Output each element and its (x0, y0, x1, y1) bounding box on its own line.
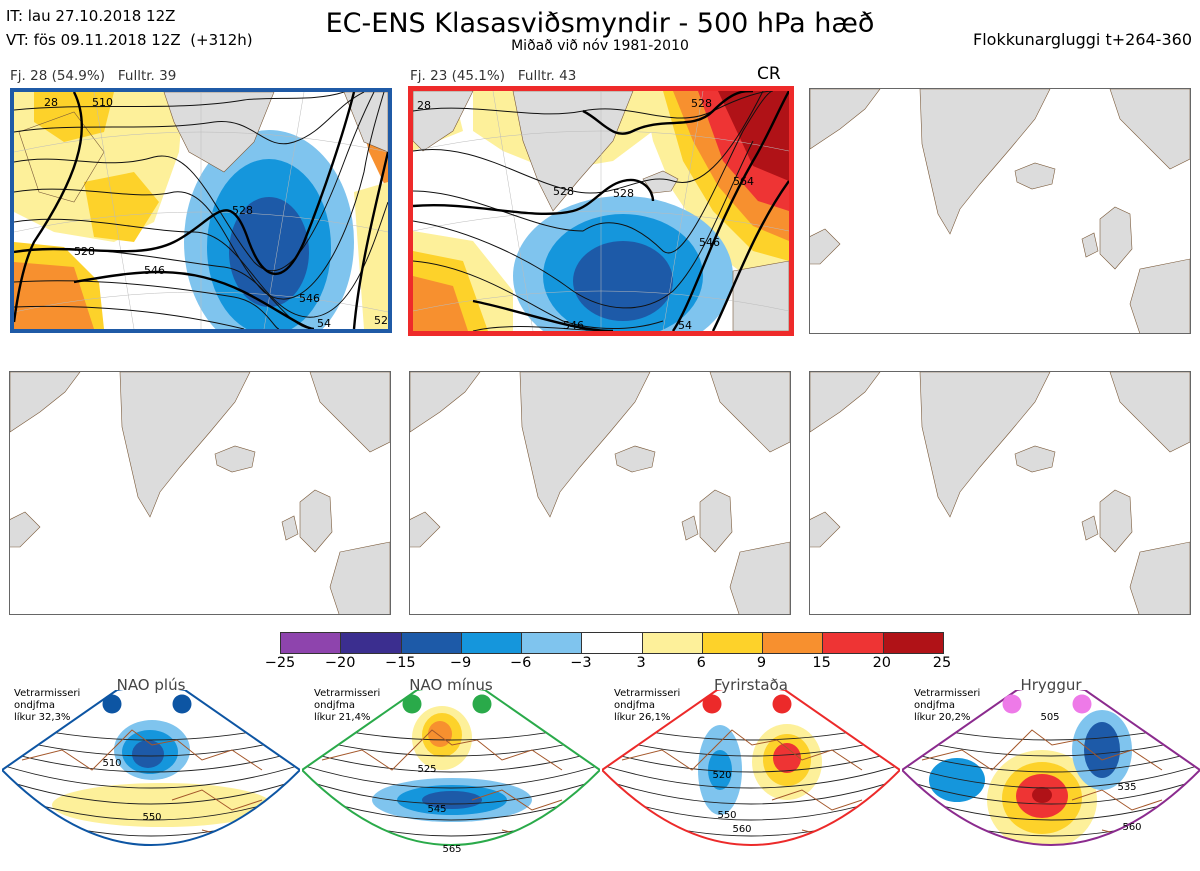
regime-center-dot (472, 694, 492, 714)
colorbar-swatch-6 (582, 633, 643, 653)
colorbar-tick-label: −9 (449, 655, 472, 671)
colorbar-swatch-7 (642, 633, 703, 653)
cluster-2-regime-tag: CR (757, 64, 781, 84)
c2-label-7: 546 (563, 319, 584, 331)
empty-map-panel-4 (9, 371, 391, 615)
regime-probability-note: Vetrarmisseri ondjfma líkur 32,3% (14, 688, 81, 723)
regime-title: Hryggur (1020, 676, 1082, 694)
empty-map-panel-5 (409, 371, 791, 615)
regime-center-dot (702, 694, 722, 714)
colorbar-tick-label: 6 (696, 655, 706, 671)
colorbar-tick-label: 20 (872, 655, 892, 671)
regime-probability-note: Vetrarmisseri ondjfma líkur 20,2% (914, 688, 981, 723)
regime-title: Fyrirstaða (714, 676, 788, 694)
regime-contour-label: 535 (1117, 782, 1136, 793)
colorbar-tick-label: 3 (636, 655, 646, 671)
regime-contour-label: 520 (712, 770, 731, 781)
regime-diagram: 525 545 565 (302, 690, 600, 855)
cluster-1-caption: Fj. 28 (54.9%) Fulltr. 39 (10, 68, 177, 84)
regime-contour-label: 505 (1040, 712, 1059, 723)
regime-contour-label: 550 (717, 810, 736, 821)
c1-label-5: 546 (299, 292, 320, 305)
c1-label-3: 528 (74, 245, 95, 258)
cluster-1-map: 510 528 528 546 546 54 52 28 (10, 88, 392, 333)
regime-contour-label: 550 (142, 812, 161, 823)
regime-diagram: 510 550 (2, 690, 300, 846)
colorbar-swatch-3 (401, 633, 462, 653)
c1-label-2: 528 (232, 204, 253, 217)
page-subtitle: Miðað við nóv 1981-2010 (511, 38, 689, 54)
c2-label-2: 528 (553, 185, 574, 198)
c2-label-1: 28 (417, 99, 431, 112)
colorbar-swatch-11 (883, 633, 943, 653)
c1-label-8: 28 (44, 96, 58, 109)
colorbar (280, 632, 944, 654)
c2-label-6: 546 (699, 236, 720, 249)
regime-contour-label: 560 (732, 824, 751, 835)
empty-map-panel-6 (809, 371, 1191, 615)
regime-title: NAO mínus (409, 676, 493, 694)
colorbar-tick-label: 25 (932, 655, 952, 671)
header-times: IT: lau 27.10.2018 12Z VT: fös 09.11.2018… (6, 4, 253, 52)
colorbar-tick-label: 9 (756, 655, 767, 671)
c1-label-6: 54 (317, 317, 331, 329)
c2-label-5: 564 (733, 175, 754, 188)
c2-label-4: 528 (691, 97, 712, 110)
c1-label-4: 546 (144, 264, 165, 277)
colorbar-swatch-5 (522, 633, 583, 653)
regime-contour-label: 545 (427, 804, 446, 815)
cluster-2-caption: Fj. 23 (45.1%) Fulltr. 43 (410, 68, 577, 84)
regime-center-dot (402, 694, 422, 714)
empty-map-panel-3 (809, 88, 1191, 334)
colorbar-swatch-10 (823, 633, 884, 653)
colorbar-swatch-2 (341, 633, 402, 653)
regime-center-dot (102, 694, 122, 714)
colorbar-swatch-8 (702, 633, 764, 653)
valid-time: VT: fös 09.11.2018 12Z (+312h) (6, 31, 253, 49)
c2-label-3: 528 (613, 187, 634, 200)
regime-center-dot (1002, 694, 1022, 714)
regime-contour-label: 510 (102, 758, 121, 769)
c1-label-1: 510 (92, 96, 113, 109)
colorbar-swatch-1 (281, 633, 342, 653)
colorbar-tick-label: −15 (385, 655, 416, 671)
init-time: IT: lau 27.10.2018 12Z (6, 7, 176, 25)
regime-contour-label: 565 (442, 844, 461, 855)
regime-center-dot (1072, 694, 1092, 714)
regime-probability-note: Vetrarmisseri ondjfma líkur 26,1% (614, 688, 681, 723)
c2-label-8: 54 (678, 319, 692, 331)
regime-center-dot (172, 694, 192, 714)
colorbar-tick-label: −20 (324, 655, 356, 671)
colorbar-swatch-9 (763, 633, 824, 653)
regime-probability-note: Vetrarmisseri ondjfma líkur 21,4% (314, 688, 381, 723)
regime-diagram: 505 535 560 (902, 690, 1200, 846)
regime-diagram: 520 550 560 (602, 690, 900, 846)
classification-window: Flokkunargluggi t+264-360 (973, 30, 1192, 49)
cluster-2-map: 28 528 528 528 564 546 546 54 (408, 86, 794, 336)
colorbar-tick-label: −3 (570, 655, 592, 671)
colorbar-tick-label: −6 (510, 655, 532, 671)
page-title: EC-ENS Klasasviðsmyndir - 500 hPa hæð (325, 8, 875, 39)
colorbar-tick-label: 15 (812, 655, 831, 671)
regime-center-dot (772, 694, 792, 714)
regime-contour-label: 525 (417, 764, 436, 775)
colorbar-swatch-4 (461, 633, 523, 653)
c1-label-7: 52 (374, 314, 388, 327)
regime-title: NAO plús (116, 676, 186, 694)
regime-contour-label: 560 (1122, 822, 1141, 833)
colorbar-tick-label: −25 (264, 655, 296, 671)
